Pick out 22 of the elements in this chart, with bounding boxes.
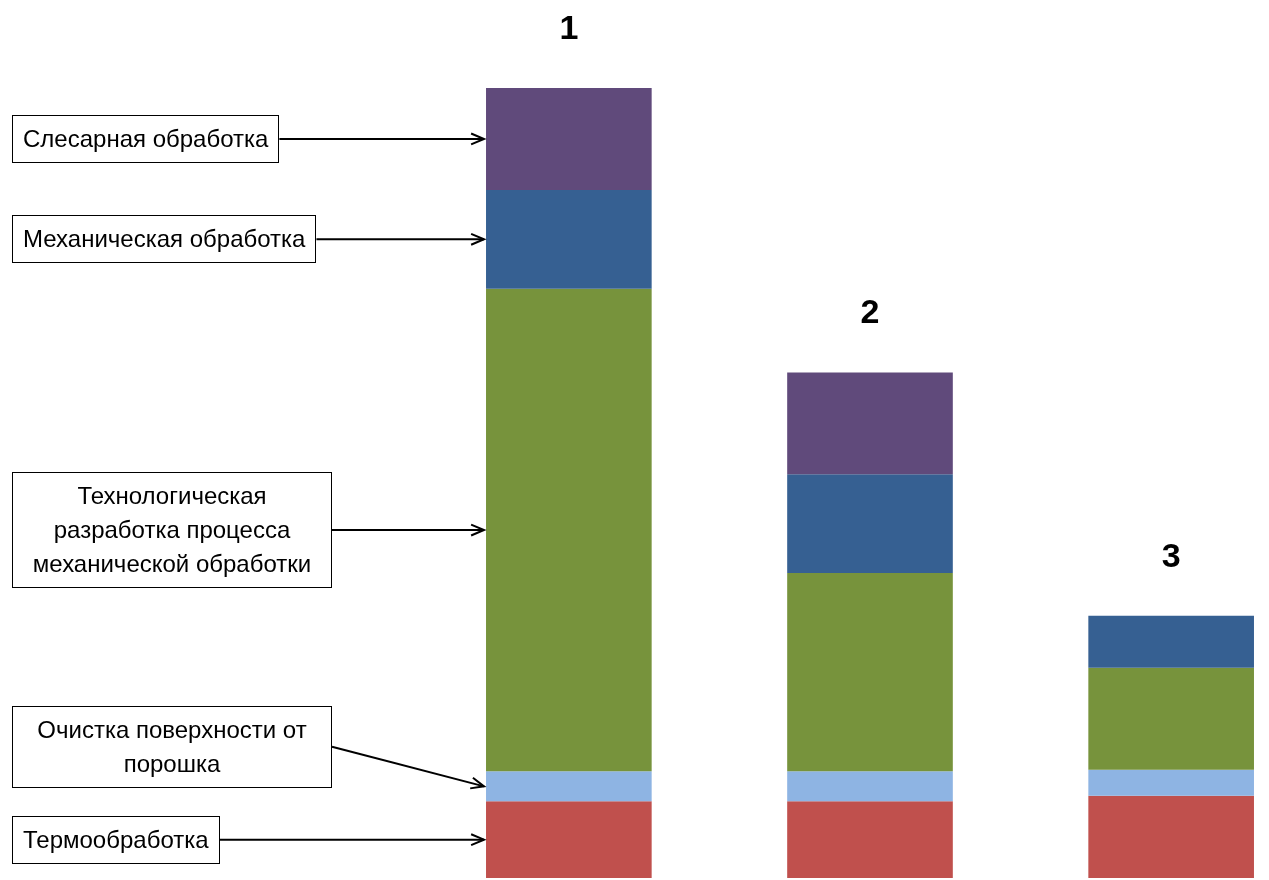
text: Механическая обработка bbox=[12, 215, 317, 264]
x-tick-label: 1 bbox=[559, 8, 579, 46]
bar bbox=[787, 771, 953, 802]
text: Очистка поверхности от порошка bbox=[12, 705, 332, 788]
text: Слесарная обработка bbox=[12, 114, 280, 163]
text: Технологическая разработка процесса механической обработки bbox=[12, 472, 332, 588]
bar bbox=[486, 288, 652, 772]
x-tick-label: 2 bbox=[860, 292, 880, 331]
bar bbox=[486, 189, 652, 289]
bar bbox=[787, 573, 953, 772]
x-tick-label: 3 bbox=[1161, 535, 1181, 574]
bar bbox=[787, 801, 953, 878]
bar bbox=[1088, 615, 1254, 668]
text: Термообработка bbox=[12, 815, 220, 864]
bar bbox=[1088, 795, 1254, 878]
bar bbox=[1088, 667, 1254, 770]
bar bbox=[486, 771, 652, 802]
bar bbox=[787, 474, 953, 574]
bar bbox=[486, 88, 652, 190]
bar bbox=[486, 801, 652, 878]
bar bbox=[787, 372, 953, 475]
bar bbox=[1088, 769, 1254, 796]
